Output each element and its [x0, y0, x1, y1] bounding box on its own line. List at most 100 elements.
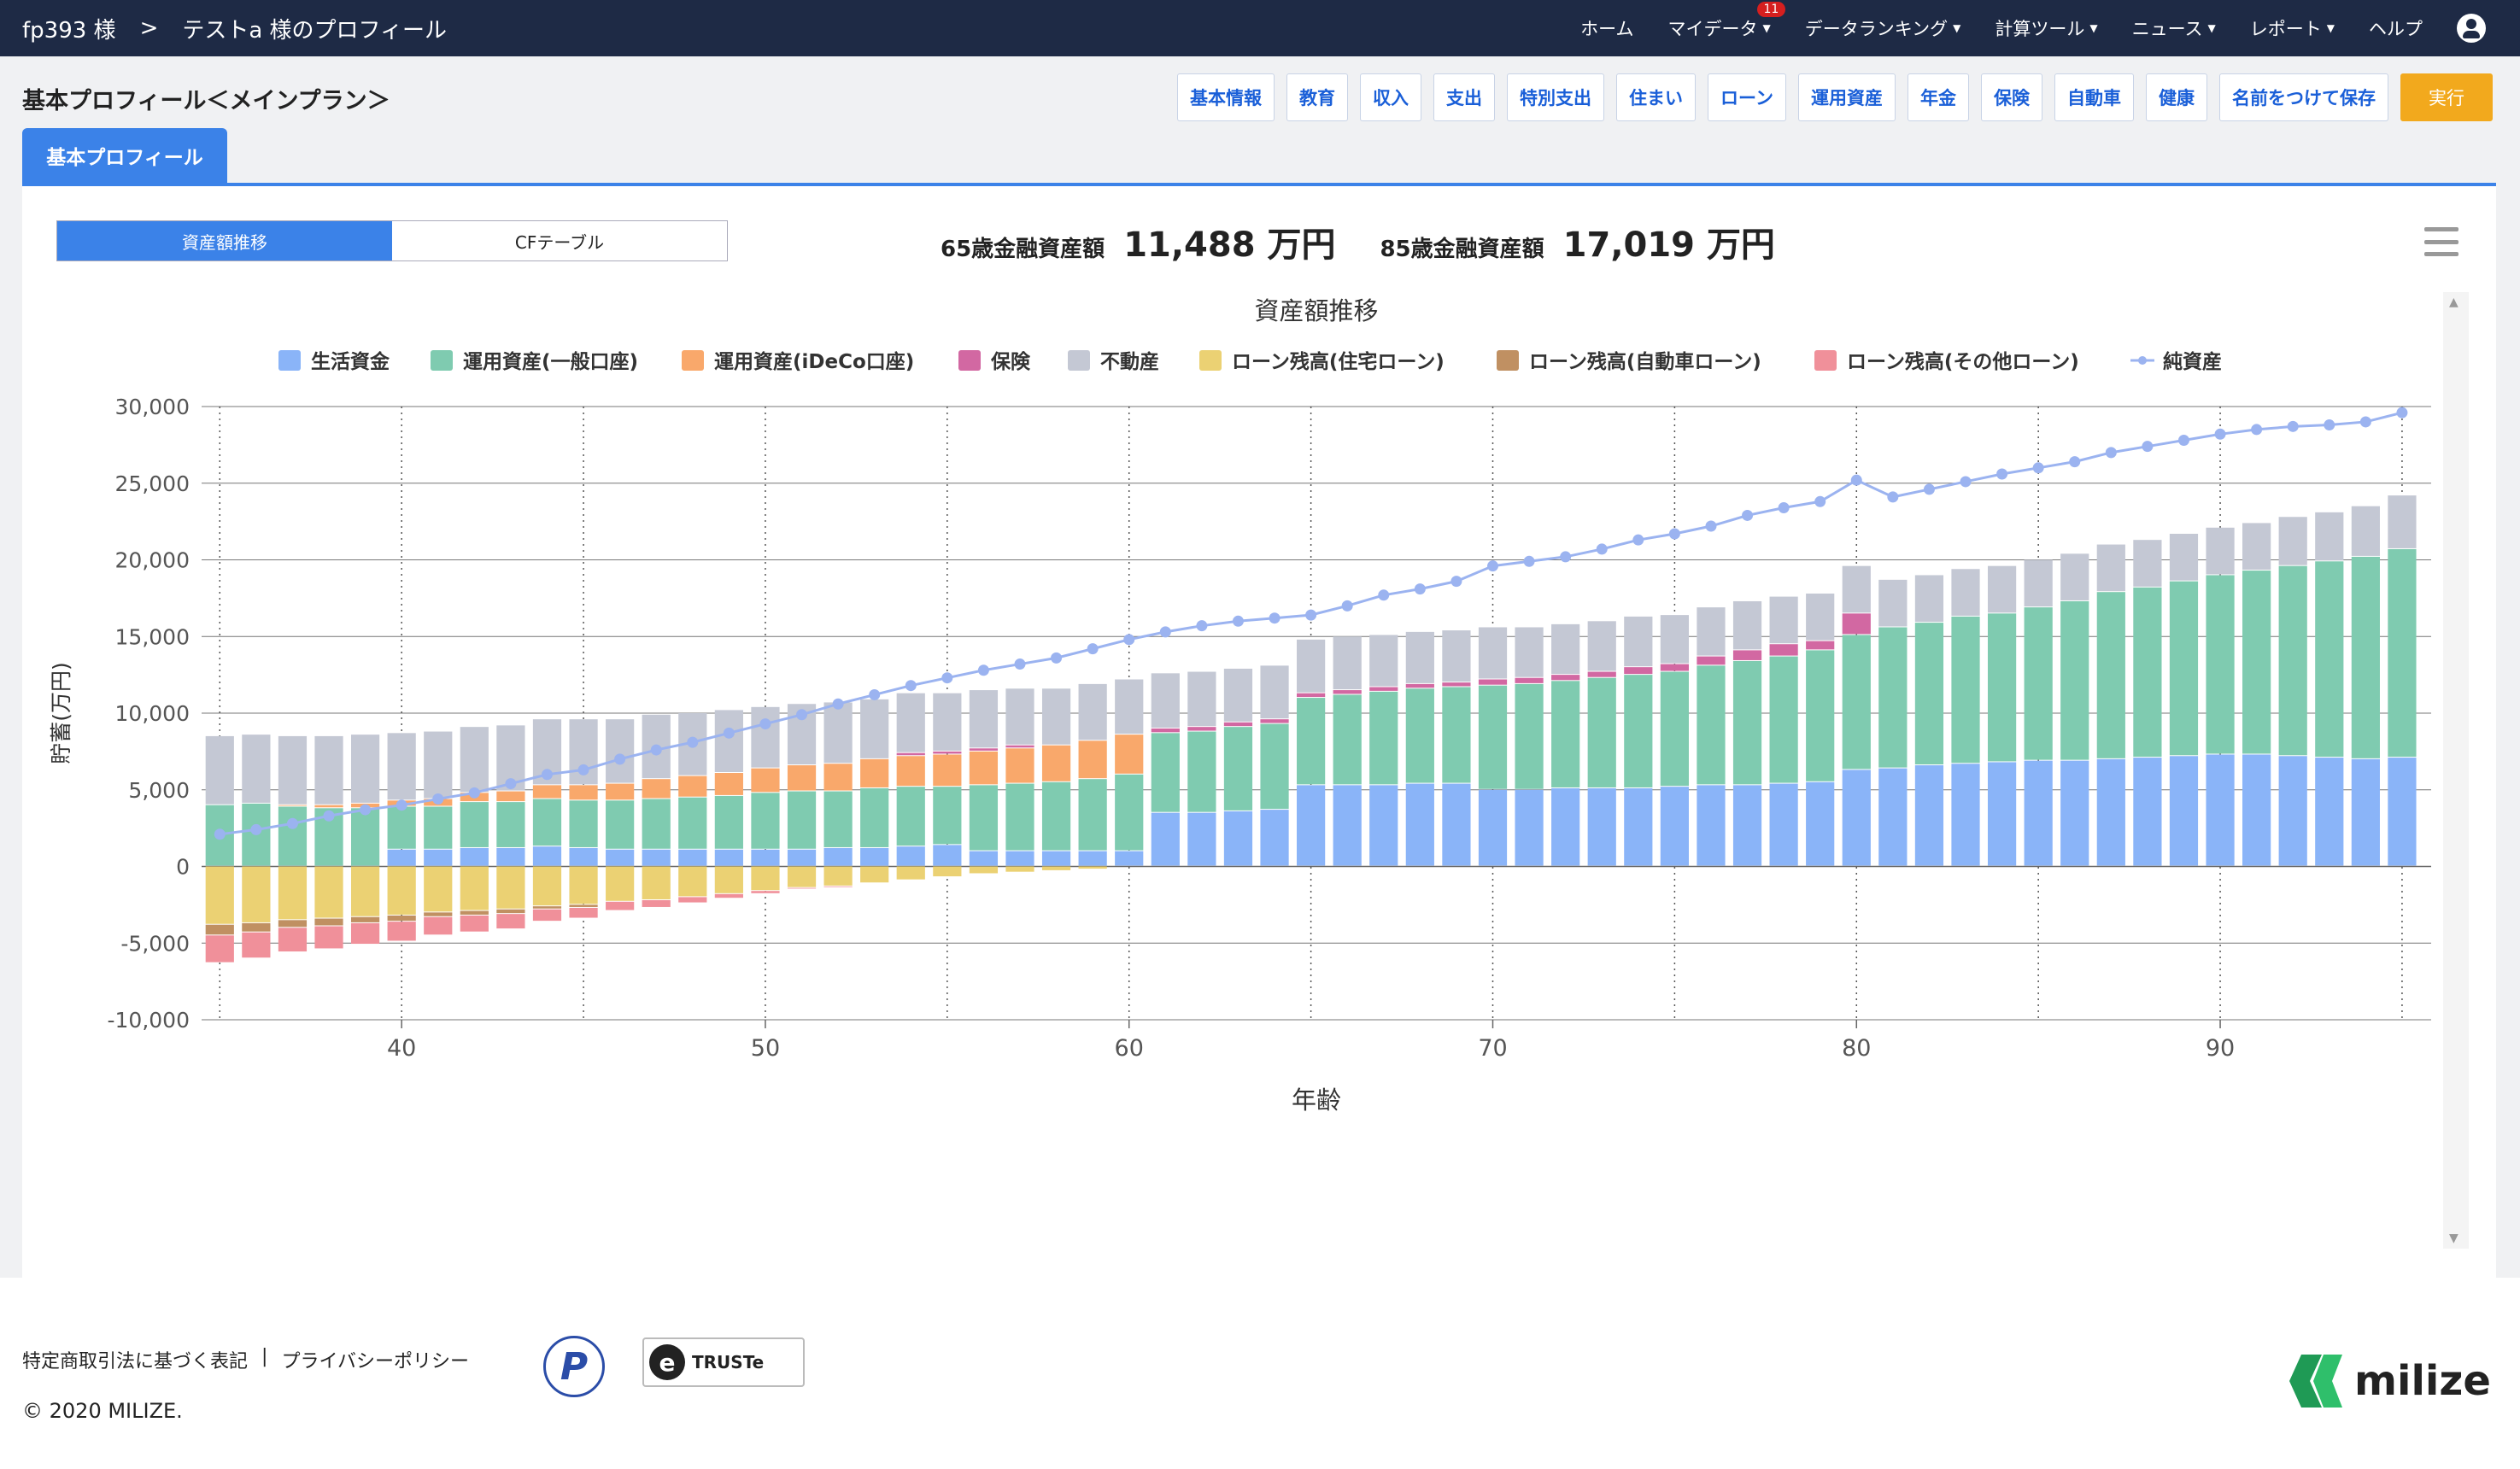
- net-assets-point: [2396, 407, 2408, 418]
- special-expense-button[interactable]: 特別支出: [1507, 73, 1605, 121]
- tab-basic-profile[interactable]: 基本プロフィール: [22, 128, 227, 183]
- bar-segment: [933, 754, 962, 787]
- breadcrumb: fp393 様 > テストa 様のプロフィール: [22, 0, 447, 56]
- expense-button[interactable]: 支出: [1433, 73, 1496, 121]
- nav-help[interactable]: ヘルプ: [2369, 19, 2423, 39]
- toggle-cf-table[interactable]: CFテーブル: [514, 231, 605, 253]
- net-assets-point: [832, 698, 844, 710]
- bar-segment: [1442, 630, 1471, 682]
- bar-segment: [1151, 673, 1180, 728]
- run-button[interactable]: 実行: [2400, 73, 2493, 121]
- bar-segment: [569, 785, 598, 800]
- y-tick-label: 30,000: [115, 395, 190, 419]
- bar-segment: [2096, 592, 2125, 758]
- bar-segment: [1369, 635, 1398, 687]
- toggle-asset-trend[interactable]: 資産額推移: [57, 221, 392, 260]
- privacy-policy-link[interactable]: プライバシーポリシー: [281, 1351, 469, 1372]
- bar-segment: [532, 846, 562, 866]
- bar-segment: [1842, 565, 1871, 613]
- legal-notice-link[interactable]: 特定商取引法に基づく表記: [22, 1351, 249, 1372]
- net-assets-point: [1632, 534, 1644, 546]
- bar-segment: [460, 910, 489, 915]
- bar-segment: [1078, 866, 1107, 869]
- bar-segment: [314, 805, 343, 808]
- chart-scrollbar[interactable]: ▲ ▼: [2443, 292, 2469, 1249]
- tab-bar: 基本プロフィール: [22, 128, 2496, 186]
- user-account-icon[interactable]: [2457, 14, 2486, 43]
- net-assets-point: [1887, 491, 1899, 503]
- bar-segment: [460, 727, 489, 793]
- bar-segment: [896, 787, 925, 846]
- bar-segment: [1115, 679, 1144, 734]
- net-assets-point: [2177, 434, 2189, 446]
- bar-segment: [387, 733, 416, 800]
- net-assets-point: [941, 672, 953, 684]
- legend-swatch: [958, 350, 981, 371]
- net-assets-point: [577, 764, 589, 775]
- x-tick-label: 80: [1842, 1035, 1871, 1062]
- nav-ranking[interactable]: データランキング ▼: [1804, 19, 1961, 39]
- nav-tools[interactable]: 計算ツール ▼: [1995, 19, 2098, 39]
- nav-news[interactable]: ニュース ▼: [2131, 19, 2216, 39]
- legend-swatch: [431, 350, 453, 371]
- net-assets-point: [396, 799, 407, 811]
- bar-segment: [678, 849, 707, 866]
- net-assets-point: [1742, 509, 1754, 521]
- insurance-button[interactable]: 保険: [1981, 73, 2042, 121]
- nav-mydata[interactable]: マイデータ ▼ 11: [1668, 2, 1786, 41]
- bar-segment: [242, 734, 271, 803]
- scroll-down-icon[interactable]: ▼: [2449, 1232, 2458, 1245]
- nav-home[interactable]: ホーム: [1580, 19, 1634, 39]
- bar-segment: [496, 791, 525, 802]
- bar-segment: [460, 866, 489, 910]
- bar-segment: [424, 866, 453, 912]
- scroll-up-icon[interactable]: ▲: [2449, 296, 2458, 309]
- breadcrumb-user[interactable]: fp393 様: [22, 17, 116, 44]
- education-button[interactable]: 教育: [1286, 73, 1349, 121]
- bar-segment: [1187, 812, 1216, 866]
- bar-segment: [1769, 596, 1798, 644]
- bar-segment: [1806, 781, 1835, 866]
- investment-button[interactable]: 運用資産: [1798, 73, 1896, 121]
- save-as-button[interactable]: 名前をつけて保存: [2219, 73, 2388, 121]
- footer: 特定商取引法に基づく表記 | プライバシーポリシー © 2020 MILIZE.…: [0, 1278, 2520, 1469]
- bar-segment: [1806, 593, 1835, 641]
- bar-segment: [1878, 627, 1908, 768]
- basic-info-button[interactable]: 基本情報: [1177, 73, 1275, 121]
- bar-segment: [1005, 851, 1034, 866]
- bar-segment: [1551, 681, 1580, 787]
- bar-segment: [678, 775, 707, 797]
- bar-segment: [205, 866, 234, 924]
- net-assets-point: [2287, 420, 2299, 432]
- chevron-down-icon: ▼: [2089, 22, 2098, 34]
- bar-segment: [387, 915, 416, 922]
- bar-segment: [896, 693, 925, 752]
- bar-segment: [1515, 683, 1544, 789]
- legend-label: ローン残高(住宅ローン): [1232, 350, 1445, 373]
- pension-button[interactable]: 年金: [1908, 73, 1969, 121]
- housing-button[interactable]: 住まい: [1616, 73, 1697, 121]
- nav-report[interactable]: レポート ▼: [2249, 19, 2335, 39]
- bar-segment: [1551, 623, 1580, 675]
- health-button[interactable]: 健康: [2146, 73, 2207, 121]
- bar-segment: [424, 916, 453, 935]
- bar-segment: [1478, 789, 1508, 866]
- loan-button[interactable]: ローン: [1708, 73, 1786, 121]
- net-assets-point: [1341, 600, 1353, 612]
- x-tick-label: 90: [2206, 1035, 2235, 1062]
- breadcrumb-profile[interactable]: テストa 様のプロフィール: [182, 17, 448, 44]
- privacy-mark-seal: P: [543, 1336, 605, 1397]
- bar-segment: [2278, 565, 2307, 756]
- view-toggle: 資産額推移 CFテーブル: [56, 220, 728, 261]
- bar-segment: [933, 693, 962, 751]
- bar-segment: [1005, 688, 1034, 745]
- bar-segment: [1697, 607, 1726, 656]
- income-button[interactable]: 収入: [1360, 73, 1422, 121]
- bar-segment: [387, 922, 416, 941]
- chart-menu-icon[interactable]: [2424, 227, 2458, 256]
- bar-segment: [1660, 615, 1689, 664]
- y-tick-label: 15,000: [115, 624, 190, 649]
- car-button[interactable]: 自動車: [2054, 73, 2134, 121]
- bar-segment: [532, 866, 562, 906]
- bar-segment: [1697, 785, 1726, 866]
